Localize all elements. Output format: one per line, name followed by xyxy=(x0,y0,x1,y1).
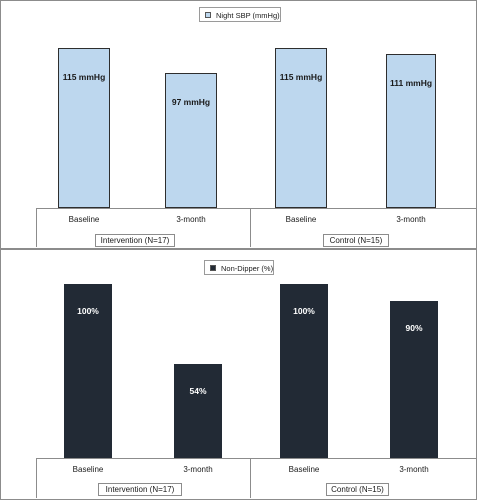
tick-label: Baseline xyxy=(288,465,320,474)
data-label: 100% xyxy=(77,306,99,316)
bar xyxy=(280,284,328,458)
data-label: 54% xyxy=(189,386,207,397)
tick-label: 3-month xyxy=(176,215,206,224)
group-label: Intervention (N=17) xyxy=(98,483,182,496)
bar xyxy=(165,73,217,208)
x-axis-line xyxy=(36,458,476,459)
group-divider xyxy=(36,458,37,498)
bar xyxy=(174,364,222,458)
bar xyxy=(275,47,327,208)
legend: Non-Dipper (%) xyxy=(204,260,274,275)
group-divider xyxy=(36,208,37,247)
data-label: 111 mmHg xyxy=(389,77,433,88)
bar xyxy=(386,53,436,208)
tick-label: 3-month xyxy=(183,465,213,474)
group-label: Intervention (N=17) xyxy=(95,234,175,247)
legend-swatch xyxy=(210,265,216,271)
tick-label: Baseline xyxy=(72,465,104,474)
bar xyxy=(64,284,112,458)
group-divider xyxy=(250,208,251,247)
legend-label: Non-Dipper (%) xyxy=(221,264,274,273)
tick-label: Baseline xyxy=(285,215,317,224)
legend-swatch xyxy=(205,12,211,18)
chart-panel-night-sbp: Night SBP (mmHg) 115 mmHg Baseline 97 mmHg… xyxy=(0,0,477,249)
legend-label: Night SBP (mmHg) xyxy=(216,11,280,20)
group-label: Control (N=15) xyxy=(323,234,389,247)
tick-label: 3-month xyxy=(396,215,426,224)
data-label: 90% xyxy=(405,323,423,334)
tick-label: 3-month xyxy=(399,465,429,474)
data-label: 115 mmHg xyxy=(279,71,323,82)
legend: Night SBP (mmHg) xyxy=(199,7,281,22)
bar xyxy=(58,47,110,208)
bar xyxy=(390,301,438,458)
group-label: Control (N=15) xyxy=(326,483,389,496)
x-axis-line xyxy=(36,208,476,209)
data-label: 115 mmHg xyxy=(62,71,106,82)
data-label: 97 mmHg xyxy=(171,97,211,107)
chart-panel-non-dipper: Non-Dipper (%) 100% Baseline 54% 3-month 100… xyxy=(0,249,477,500)
data-label: 100% xyxy=(293,306,315,316)
tick-label: Baseline xyxy=(68,215,100,224)
group-divider xyxy=(250,458,251,498)
